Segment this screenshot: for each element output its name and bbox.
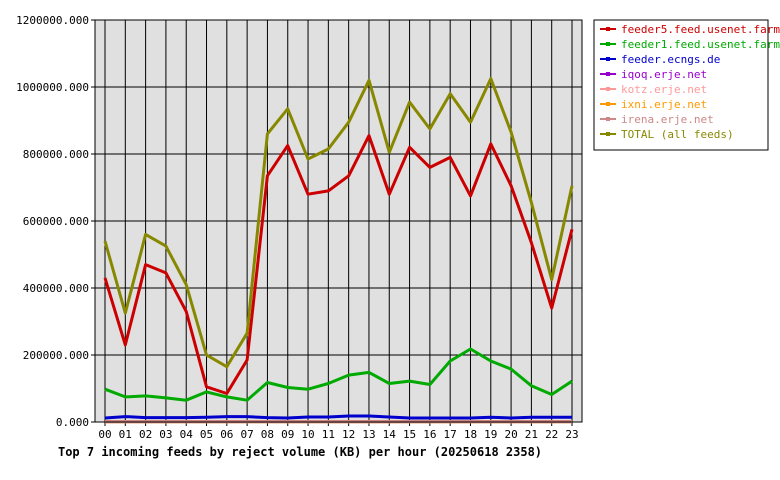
x-tick-label: 17 <box>444 428 457 441</box>
x-tick-label: 12 <box>342 428 355 441</box>
legend: feeder5.feed.usenet.farm feeder1.feed.use… <box>593 19 780 151</box>
grid-lines <box>95 19 582 423</box>
x-tick-label: 11 <box>322 428 335 441</box>
series-line-total-all-feeds <box>103 77 574 369</box>
y-tick-label: 200000.000 <box>23 349 89 362</box>
legend-label-ixni-erje-net: ixni.erje.net <box>621 98 707 111</box>
legend-marker-feeder1-feed-usenet-farm <box>606 42 610 46</box>
y-tick-label: 1000000.000 <box>16 81 89 94</box>
x-tick-label: 10 <box>301 428 314 441</box>
legend-label-irena-erje-net: irena.erje.net <box>621 113 714 126</box>
legend-label-feeder1-feed-usenet-farm: feeder1.feed.usenet.farm <box>621 38 780 51</box>
legend-box <box>593 19 769 151</box>
x-tick-label: 04 <box>180 428 194 441</box>
x-tick-label: 02 <box>139 428 152 441</box>
y-tick-label: 1200000.000 <box>16 14 89 27</box>
y-tick-label: 600000.000 <box>23 215 89 228</box>
legend-marker-feeder-ecngs-de <box>606 57 610 61</box>
x-tick-label: 03 <box>159 428 172 441</box>
x-tick-label: 06 <box>220 428 233 441</box>
x-tick-label: 13 <box>362 428 375 441</box>
x-tick-label: 01 <box>119 428 132 441</box>
x-tick-label: 19 <box>484 428 497 441</box>
x-tick-label: 14 <box>383 428 397 441</box>
x-tick-label: 08 <box>261 428 274 441</box>
x-tick-label: 07 <box>241 428 254 441</box>
x-tick-label: 09 <box>281 428 294 441</box>
x-tick-label: 22 <box>545 428 558 441</box>
legend-marker-ixni-erje-net <box>606 102 610 106</box>
plot-border <box>94 19 583 423</box>
legend-marker-iqoq-erje-net <box>606 72 610 76</box>
y-tick-label: 400000.000 <box>23 282 89 295</box>
x-tick-label: 05 <box>200 428 213 441</box>
x-tick-label: 16 <box>423 428 436 441</box>
legend-marker-irena-erje-net <box>606 117 610 121</box>
legend-marker-feeder5-feed-usenet-farm <box>606 27 610 31</box>
legend-marker-total-all-feeds <box>606 132 610 136</box>
legend-label-total-all-feeds: TOTAL (all feeds) <box>621 128 734 141</box>
x-tick-label: 00 <box>98 428 111 441</box>
x-tick-label: 20 <box>504 428 517 441</box>
x-axis-ticks: 00 01 02 03 04 05 06 07 08 09 10 11 12 13 14 15 16 17 18 19… <box>98 422 579 441</box>
y-tick-label: 800000.000 <box>23 148 89 161</box>
series-line-feeder5-feed-usenet-farm <box>103 134 574 395</box>
chart-title: Top 7 incoming feeds by reject volume (K… <box>58 445 542 459</box>
legend-label-kotz-erje-net: kotz.erje.net <box>621 83 707 96</box>
x-tick-label: 23 <box>565 428 578 441</box>
x-tick-label: 18 <box>464 428 477 441</box>
legend-label-iqoq-erje-net: iqoq.erje.net <box>621 68 707 81</box>
x-tick-label: 21 <box>525 428 538 441</box>
legend-label-feeder-ecngs-de: feeder.ecngs.de <box>621 53 720 66</box>
series-line-feeder1-feed-usenet-farm <box>104 347 573 402</box>
series-line-feeder-ecngs-de <box>104 414 572 420</box>
y-tick-label: 0.000 <box>56 416 89 429</box>
legend-marker-kotz-erje-net <box>606 87 610 91</box>
legend-label-feeder5-feed-usenet-farm: feeder5.feed.usenet.farm <box>621 23 780 36</box>
y-axis-ticks: 0.000 200000.000 400000.000 600000.000 80000… <box>16 14 95 429</box>
x-tick-label: 15 <box>403 428 416 441</box>
